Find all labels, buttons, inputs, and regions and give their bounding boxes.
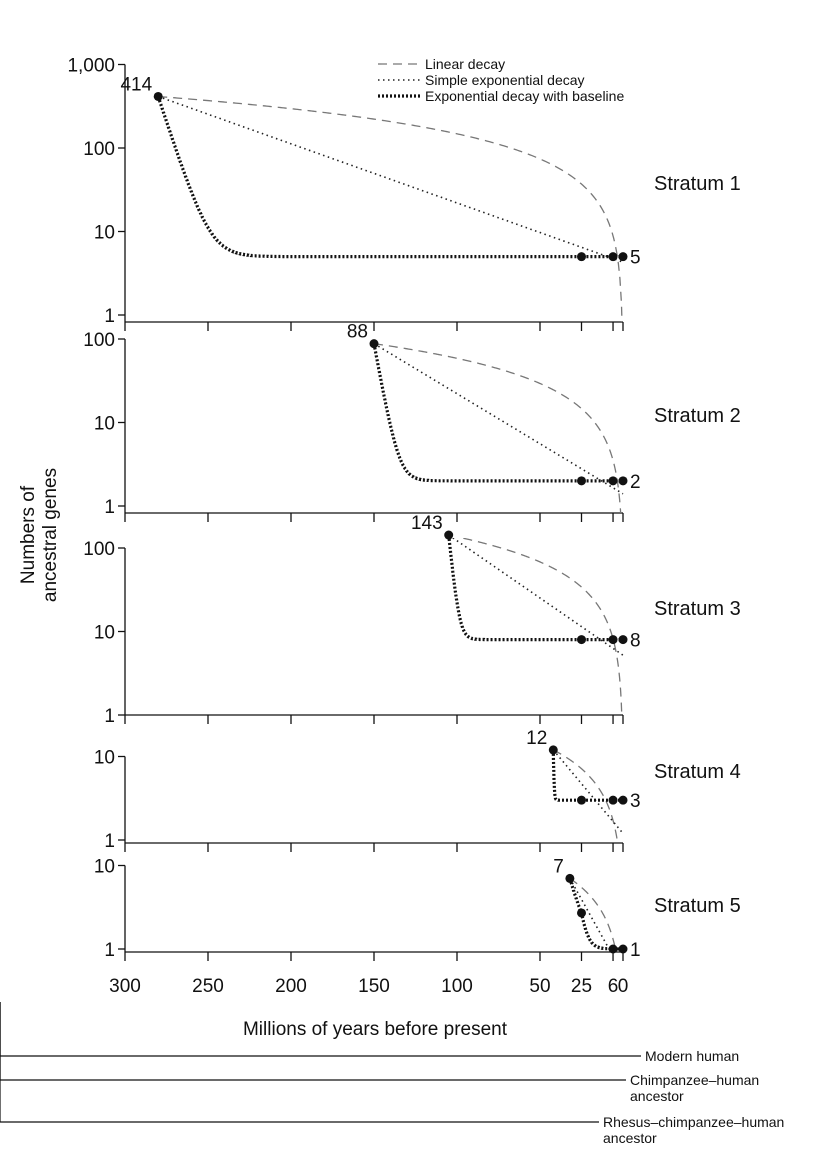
rhesus-ancestor-point: [577, 252, 586, 262]
y-tick-label: 1: [104, 940, 115, 961]
y-tick-label: 10: [94, 623, 115, 644]
annotation-label: ancestor: [603, 1130, 657, 1146]
linear-decay-line: [158, 95, 623, 322]
y-axis-title-line: ancestral genes: [40, 468, 61, 602]
curves: [372, 342, 624, 513]
legend-label: Simple exponential decay: [425, 72, 585, 88]
panel-stratum-2: 1 10 100 88 2 Stratum 2: [83, 322, 741, 522]
panel-stratum-3: 1 10 100 143 8 Stratum 3: [83, 513, 741, 727]
stratum-label: Stratum 2: [654, 405, 741, 427]
y-tick-label: 100: [83, 139, 115, 160]
modern-human-point: [618, 635, 628, 645]
x-tick-label: 150: [358, 976, 390, 997]
panel-stratum-5: 1 10 7 1 Stratum 5: [94, 856, 741, 961]
annotation-label: ancestor: [630, 1088, 684, 1104]
start-count-label: 143: [411, 513, 443, 534]
stratum-label: Stratum 3: [654, 598, 741, 620]
stratum-label: Stratum 4: [654, 761, 741, 783]
annotation-label: Chimpanzee–human: [630, 1072, 759, 1088]
y-axis-title: Numbers ofancestral genes: [18, 468, 61, 602]
chimp-human-ancestor-point: [608, 635, 618, 645]
modern-human-point: [618, 795, 628, 805]
simple-exponential-line: [157, 95, 624, 263]
chimp-human-ancestor-point: [608, 795, 618, 805]
y-tick-label: 10: [94, 857, 115, 878]
modern-human-point: [618, 944, 628, 954]
start-point: [548, 745, 558, 755]
chimp-human-ancestor-point: [608, 944, 618, 954]
y-tick-label: 1: [104, 706, 115, 727]
annotation-label: Modern human: [645, 1048, 739, 1064]
rhesus-ancestor-point: [577, 635, 586, 645]
start-point: [153, 91, 163, 101]
exponential-baseline-line: [447, 538, 623, 642]
chimp-human-ancestor-point: [608, 476, 618, 486]
rhesus-ancestor-point: [577, 476, 586, 486]
end-count-label: 8: [630, 631, 641, 652]
chimp-human-ancestor-point: [608, 252, 618, 262]
simple-exponential-line: [451, 538, 624, 656]
start-count-label: 88: [347, 322, 368, 343]
y-tick-label: 100: [83, 330, 115, 351]
modern-human-point: [618, 252, 628, 262]
start-count-label: 12: [526, 728, 547, 749]
legend-label: Exponential decay with baseline: [425, 88, 624, 104]
end-count-label: 2: [630, 472, 641, 493]
annotation-label: Rhesus–chimpanzee–human: [603, 1114, 784, 1130]
x-tick-label: 6: [608, 976, 619, 997]
rhesus-ancestor-point: [577, 795, 586, 805]
x-tick-label: 0: [618, 976, 629, 997]
end-count-label: 1: [630, 940, 641, 961]
linear-decay-line: [373, 342, 622, 513]
x-tick-label: 200: [275, 976, 307, 997]
y-tick-label: 10: [94, 223, 115, 244]
y-axis-title-line: Numbers of: [18, 485, 39, 584]
y-tick-label: 1: [104, 831, 115, 852]
simple-exponential-line: [569, 878, 612, 952]
start-point: [444, 530, 454, 540]
linear-decay-line: [569, 877, 617, 952]
simple-exponential-line: [373, 342, 624, 495]
x-tick-label: 250: [192, 976, 224, 997]
start-count-label: 7: [553, 856, 564, 877]
y-tick-label: 1: [104, 497, 115, 518]
exponential-baseline-line: [156, 95, 623, 259]
panel-stratum-4: 1 10 12 3 Stratum 4: [94, 728, 741, 852]
y-tick-label: 1,000: [67, 56, 115, 77]
y-tick-label: 10: [94, 414, 115, 435]
y-tick-label: 1: [104, 306, 115, 327]
x-tick-label: 50: [529, 976, 550, 997]
end-count-label: 3: [630, 791, 641, 812]
modern-human-point: [618, 476, 628, 486]
x-tick-label: 25: [571, 976, 592, 997]
annotation-modern-human: Modern human: [0, 1002, 739, 1064]
start-point: [565, 873, 575, 883]
linear-decay-line: [459, 538, 623, 715]
x-tick-label: 100: [441, 976, 473, 997]
stratum-label: Stratum 5: [654, 895, 741, 917]
start-count-label: 414: [120, 74, 152, 95]
stratum-label: Stratum 1: [654, 173, 741, 195]
simple-exponential-line: [552, 749, 624, 834]
x-tick-label: 300: [109, 976, 141, 997]
curves: [156, 95, 624, 322]
legend-label: Linear decay: [425, 56, 505, 72]
y-tick-label: 10: [94, 748, 115, 769]
end-count-label: 5: [630, 248, 641, 269]
curves: [447, 538, 624, 715]
y-tick-label: 100: [83, 539, 115, 560]
exponential-baseline-line: [372, 343, 623, 483]
curves: [568, 877, 623, 952]
start-point: [369, 339, 379, 349]
x-axis-title: Millions of years before present: [243, 1019, 508, 1040]
rhesus-ancestor-point: [577, 908, 586, 918]
